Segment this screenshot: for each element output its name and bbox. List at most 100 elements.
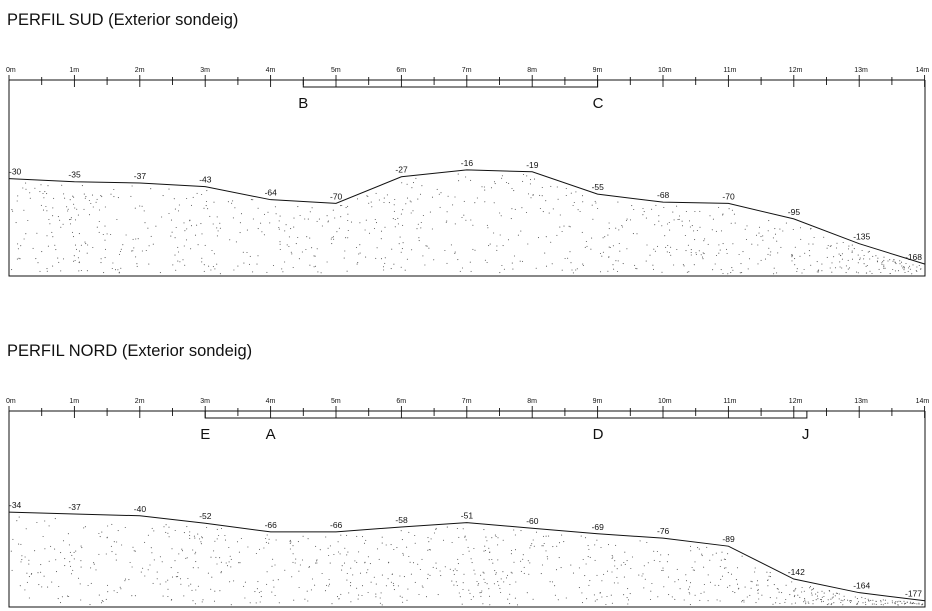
soil-dot (701, 555, 703, 557)
soil-dot (54, 548, 56, 550)
soil-dot (211, 249, 213, 252)
soil-dot (667, 576, 670, 578)
soil-dot (75, 248, 78, 250)
soil-dot (501, 177, 503, 179)
soil-dot (884, 267, 886, 269)
soil-dot (601, 255, 603, 257)
soil-dot (785, 584, 787, 586)
soil-dot (482, 571, 484, 573)
soil-dot (603, 573, 605, 575)
soil-dot (136, 263, 138, 265)
soil-dot (845, 272, 847, 274)
soil-dot (393, 210, 395, 212)
soil-dot (573, 201, 575, 204)
soil-dot (307, 218, 309, 220)
soil-dot (510, 571, 512, 573)
soil-dot (654, 250, 656, 252)
soil-dot (703, 566, 705, 568)
soil-dot (646, 541, 648, 544)
soil-dot (882, 604, 884, 606)
soil-dot (590, 248, 592, 250)
soil-dot (181, 550, 184, 552)
soil-dot (297, 236, 299, 239)
soil-dot (616, 568, 618, 570)
soil-stipple (11, 173, 922, 275)
soil-dot (336, 596, 339, 598)
soil-dot (799, 227, 802, 229)
soil-dot (673, 219, 675, 221)
soil-dot (611, 557, 613, 559)
soil-dot (604, 236, 606, 238)
soil-dot (809, 255, 811, 257)
soil-dot (497, 537, 499, 539)
soil-dot (359, 572, 362, 574)
soil-dot (732, 269, 734, 271)
soil-dot (715, 230, 717, 232)
soil-dot (447, 195, 449, 197)
soil-dot (70, 218, 72, 220)
soil-dot (92, 246, 94, 249)
soil-dot (145, 249, 147, 252)
soil-dot (179, 578, 182, 580)
soil-dot (453, 573, 455, 575)
soil-dot (250, 199, 252, 201)
soil-dot (334, 217, 336, 219)
soil-dot (457, 563, 459, 565)
soil-dot (521, 260, 524, 262)
soil-dot (183, 245, 185, 247)
soil-dot (503, 268, 505, 270)
soil-dot (519, 260, 521, 262)
soil-dot (548, 212, 550, 214)
soil-dot (374, 218, 376, 221)
soil-dot (891, 602, 893, 604)
excavation-segment (302, 80, 599, 88)
soil-dot (120, 248, 122, 250)
soil-dot (857, 272, 859, 274)
soil-dot (293, 599, 295, 601)
soil-dot (29, 192, 31, 194)
soil-dot (828, 603, 830, 605)
soil-dot (768, 575, 770, 577)
soil-dot (446, 262, 448, 264)
soil-dot (309, 237, 311, 239)
scale-tick-label: 9m (593, 398, 603, 405)
soil-dot (602, 251, 604, 253)
soil-dot (458, 536, 460, 538)
soil-dot (653, 559, 655, 561)
soil-dot (563, 541, 565, 543)
soil-dot (794, 594, 796, 596)
soil-dot (882, 261, 884, 263)
soil-dot (664, 235, 666, 237)
soil-dot (775, 602, 777, 604)
soil-dot (130, 195, 132, 197)
soil-dot (477, 584, 479, 586)
soil-dot (165, 581, 167, 583)
soil-dot (709, 581, 712, 583)
soil-dot (465, 176, 467, 178)
soil-dot (187, 577, 189, 580)
soil-dot (700, 254, 702, 256)
soil-dot (866, 272, 868, 274)
soil-dot (909, 268, 911, 270)
soil-dot (508, 182, 510, 184)
soil-dot (219, 227, 221, 229)
soil-dot (274, 594, 276, 597)
soil-dot (841, 258, 843, 260)
soil-dot (778, 591, 780, 593)
soil-dot (685, 250, 687, 252)
soil-dot (511, 187, 513, 190)
soil-dot (817, 270, 819, 272)
soil-dot (410, 201, 412, 203)
soil-dot (756, 580, 759, 582)
soil-dot (715, 254, 718, 257)
soil-dot (216, 263, 218, 265)
soil-dot (505, 181, 508, 184)
soil-dot (856, 602, 859, 604)
soil-dot (327, 220, 329, 222)
soil-dot (554, 594, 556, 596)
soil-dot (203, 270, 205, 272)
soil-dot (481, 590, 483, 592)
soil-dot (104, 239, 106, 241)
elevation-label: -19 (526, 160, 539, 170)
soil-dot (897, 604, 899, 606)
